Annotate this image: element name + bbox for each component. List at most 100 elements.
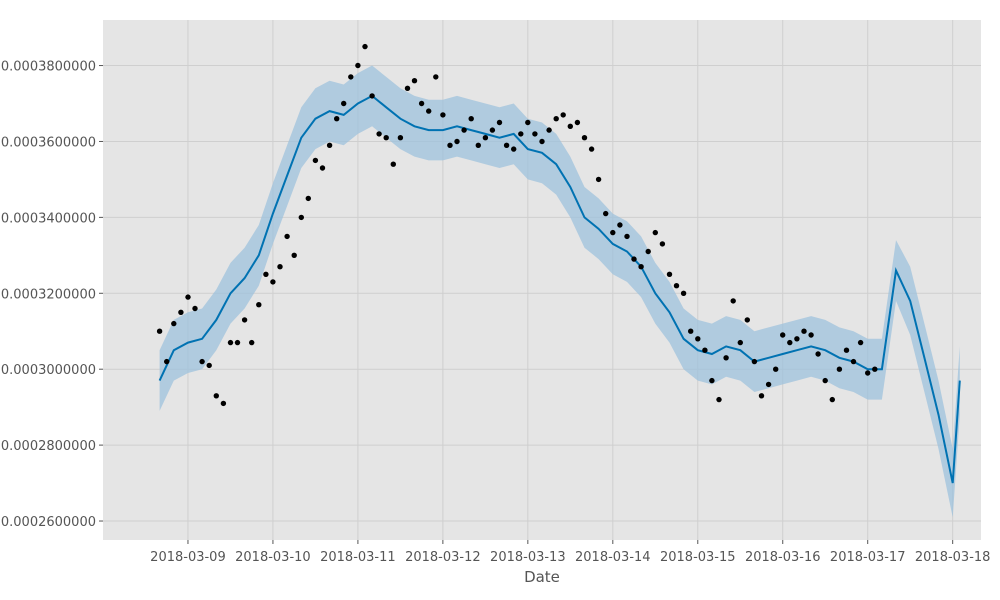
observed-point (376, 131, 382, 137)
observed-point (638, 264, 644, 270)
observed-point (206, 362, 212, 369)
observed-point (383, 135, 389, 141)
observed-point (829, 396, 835, 403)
observed-point (397, 135, 404, 141)
observed-point (546, 127, 552, 133)
observed-point (751, 358, 758, 365)
observed-point (454, 138, 460, 145)
y-tick-label: 0.0003400000 (1, 211, 96, 226)
observed-point (822, 377, 828, 384)
x-tick-label: 2018-03-15 (660, 550, 736, 565)
observed-point (716, 396, 722, 403)
observed-point (277, 264, 283, 270)
observed-point (227, 339, 234, 346)
observed-point (730, 298, 736, 304)
observed-point (291, 252, 297, 258)
observed-point (390, 161, 396, 167)
observed-point (341, 100, 347, 107)
observed-point (178, 309, 184, 315)
x-tick-label: 2018-03-17 (830, 550, 906, 565)
x-axis-label: Date (524, 568, 560, 586)
x-tick-label: 2018-03-14 (575, 550, 651, 565)
observed-point (433, 74, 439, 80)
observed-point (171, 320, 177, 327)
forecast-line (158, 94, 961, 484)
observed-point (610, 229, 616, 236)
observed-point (156, 328, 163, 334)
observed-point (241, 317, 248, 323)
observed-point (475, 142, 481, 148)
observed-point (553, 116, 559, 122)
grid-lines (103, 20, 981, 540)
observed-point (695, 336, 701, 342)
y-tick-label: 0.0002600000 (1, 515, 96, 530)
observed-point (511, 146, 517, 152)
observed-point (688, 328, 694, 334)
observed-point (850, 358, 857, 365)
observed-point (617, 222, 623, 228)
observed-point (794, 336, 800, 342)
observed-point (270, 279, 276, 285)
observed-point (624, 233, 630, 240)
observed-point (723, 355, 729, 361)
x-tick-label: 2018-03-09 (150, 550, 226, 565)
observed-point (220, 400, 227, 407)
observed-point (305, 195, 311, 202)
y-tick-label: 0.0003600000 (1, 135, 96, 150)
observed-point (404, 85, 411, 92)
x-tick-label: 2018-03-11 (320, 550, 396, 565)
observed-point (362, 43, 368, 50)
observed-point (574, 119, 581, 126)
observed-point (857, 339, 864, 346)
observed-point (234, 339, 241, 346)
x-tick-label: 2018-03-12 (405, 550, 481, 565)
observed-point (645, 248, 651, 255)
observed-point (801, 328, 807, 334)
x-tick-label: 2018-03-18 (915, 550, 991, 565)
y-tick-label: 0.0003000000 (1, 363, 96, 378)
observed-point (758, 393, 765, 399)
observed-point (673, 283, 680, 289)
observed-point (780, 332, 786, 338)
observed-point (539, 138, 545, 145)
y-tick-label: 0.0002800000 (1, 439, 96, 454)
observed-point (249, 339, 255, 346)
observed-point (348, 74, 354, 80)
observed-point (518, 131, 524, 137)
y-tick-label: 0.0003800000 (1, 60, 96, 75)
observed-point (411, 78, 418, 84)
observed-point (843, 347, 850, 353)
observed-point (447, 142, 453, 148)
observed-point (567, 123, 573, 129)
observed-point (532, 131, 538, 137)
observed-point (525, 119, 531, 126)
observed-point (702, 347, 708, 353)
x-axis-ticks: 2018-03-09 2018-03-10 2018-03-11 2018-03-12… (150, 540, 990, 565)
observed-point (765, 381, 772, 388)
observed-point (808, 332, 814, 338)
observed-point (468, 116, 474, 122)
observed-point (355, 62, 361, 69)
observed-point (836, 366, 843, 372)
observed-point (482, 135, 489, 141)
observed-point (588, 146, 595, 152)
observed-point (164, 358, 170, 365)
y-axis-ticks: 0.0002600000 0.0002800000 0.0003000000 0.00… (1, 60, 103, 530)
observed-point (603, 210, 609, 217)
observed-point (440, 112, 446, 118)
observed-point (319, 165, 326, 171)
observed-points (156, 43, 878, 407)
observed-point (744, 317, 750, 323)
x-tick-label: 2018-03-16 (745, 550, 821, 565)
observed-point (192, 305, 198, 312)
observed-point (256, 302, 262, 308)
observed-point (595, 176, 602, 183)
observed-point (680, 290, 687, 296)
y-tick-label: 0.0003200000 (1, 287, 96, 302)
observed-point (773, 366, 779, 372)
observed-point (185, 294, 191, 300)
x-tick-label: 2018-03-10 (235, 550, 311, 565)
observed-point (560, 112, 566, 118)
observed-point (872, 366, 878, 372)
